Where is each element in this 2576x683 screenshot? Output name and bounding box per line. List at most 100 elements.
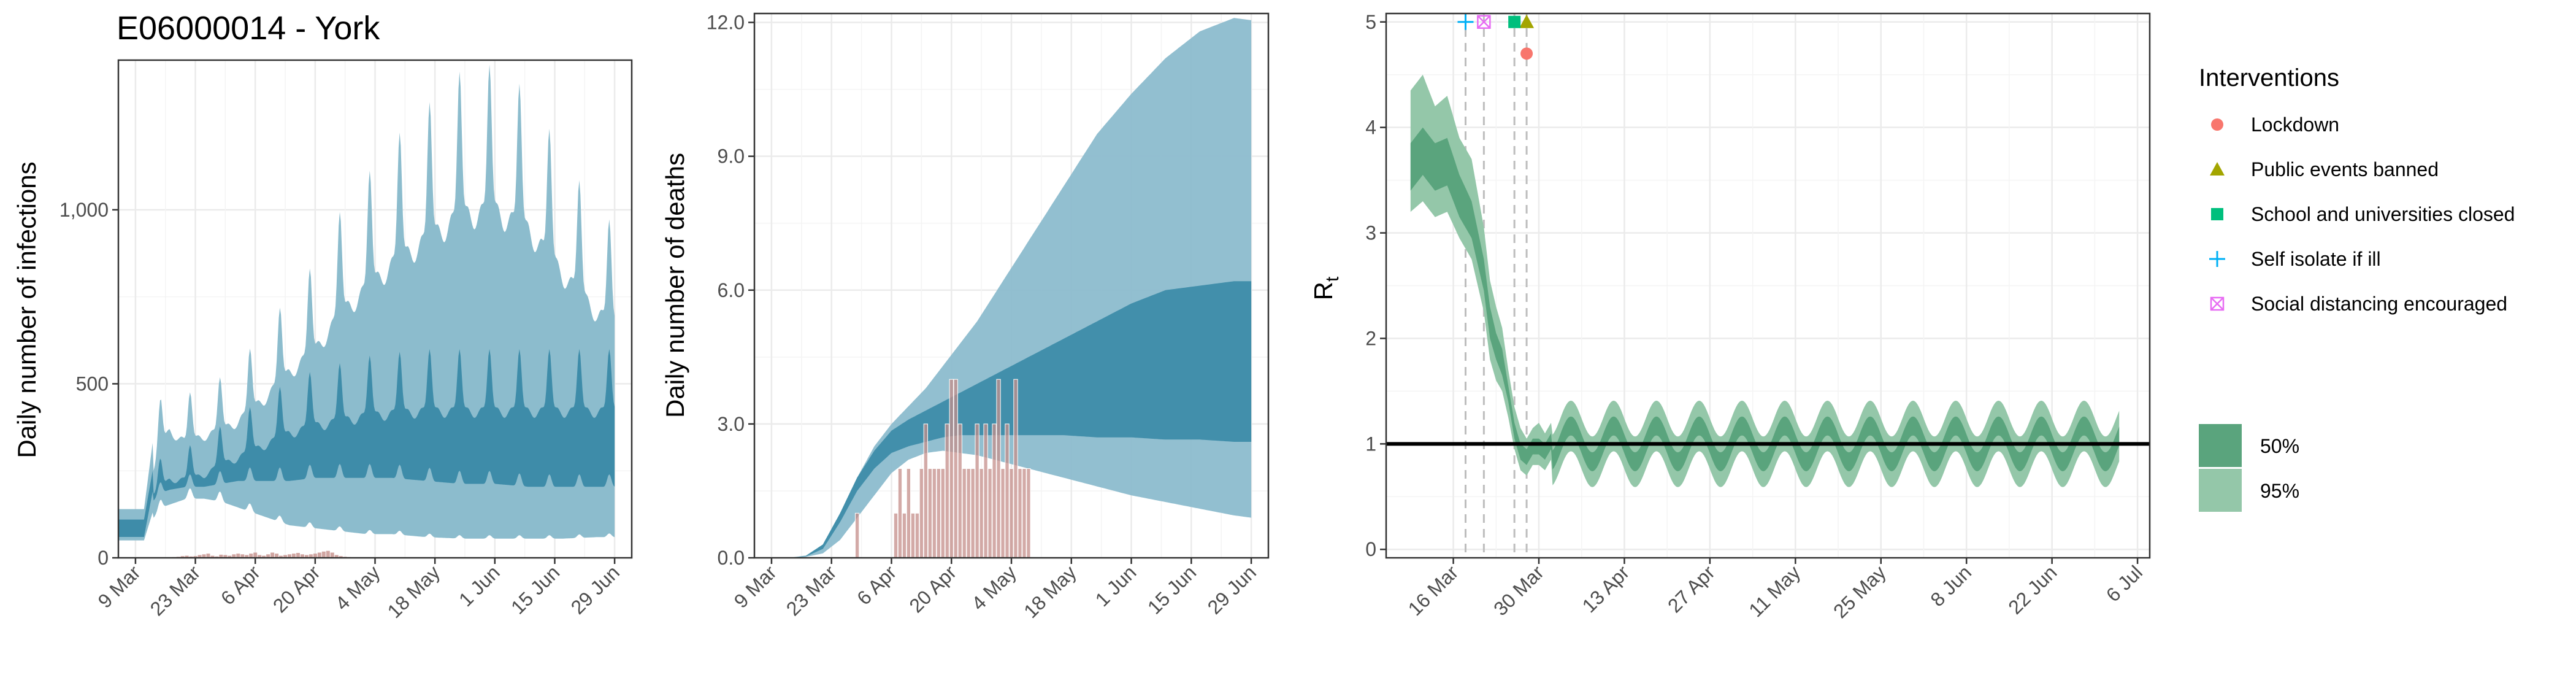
observed-infections-bar bbox=[313, 554, 317, 558]
observed-infections-bar bbox=[232, 554, 236, 558]
x-tick-label: 27 Apr bbox=[1663, 561, 1719, 617]
x-tick-label: 16 Mar bbox=[1404, 561, 1463, 620]
observed-deaths-bar bbox=[923, 423, 928, 558]
infections-bands bbox=[118, 64, 615, 541]
observed-deaths-bar bbox=[983, 423, 988, 558]
x-tick-label: 29 Jun bbox=[1203, 561, 1260, 618]
x-tick-label: 22 Jun bbox=[2004, 561, 2061, 618]
observed-infections-bar bbox=[236, 554, 240, 558]
observed-infections-bar bbox=[258, 555, 262, 558]
observed-infections-bar bbox=[206, 554, 210, 558]
observed-deaths-bar bbox=[914, 512, 920, 558]
legend-ci-swatch bbox=[2199, 424, 2242, 467]
x-tick-label: 4 May bbox=[331, 561, 384, 614]
y-tick-label: 9.0 bbox=[718, 145, 745, 168]
y-tick-label: 500 bbox=[76, 372, 109, 395]
observed-infections-bar bbox=[270, 552, 275, 558]
observed-deaths-bar bbox=[979, 468, 984, 558]
legend-ci-label: 95% bbox=[2260, 480, 2299, 502]
observed-infections-bar bbox=[223, 555, 228, 558]
y-tick-label: 1 bbox=[1365, 433, 1376, 455]
observed-infections-bar bbox=[317, 552, 321, 558]
observed-infections-bar bbox=[228, 555, 232, 558]
observed-infections-bar bbox=[339, 556, 343, 558]
y-tick-label: 1,000 bbox=[59, 199, 109, 221]
rt-panel: 0 1 2 3 4 5 16 Mar 30 Mar 13 Apr 27 Apr 11 May 25 … bbox=[1309, 11, 2151, 622]
infections-panel: E06000014 - York 0 500 1,000 9 Mar 23 Mar 6 … bbox=[12, 10, 633, 622]
observed-deaths-bar bbox=[966, 468, 971, 558]
x-tick-label: 25 May bbox=[1829, 561, 1890, 622]
y-tick-label: 0 bbox=[1365, 538, 1376, 560]
deaths-panel: 0.0 3.0 6.0 9.0 12.0 9 Mar 23 Mar 6 Apr 20 Apr 4… bbox=[661, 12, 1270, 622]
legend-key-triangle bbox=[2210, 162, 2225, 176]
deaths-bands bbox=[788, 18, 1252, 558]
observed-deaths-bar bbox=[919, 468, 924, 558]
observed-deaths-bar bbox=[987, 468, 992, 558]
observed-deaths-bar bbox=[945, 423, 949, 558]
deaths-y-axis-title: Daily number of deaths bbox=[661, 153, 689, 418]
legend-ci: 50% 95% bbox=[2199, 424, 2299, 512]
rt-ci-band-50 bbox=[1410, 127, 2120, 471]
observed-deaths-bar bbox=[1013, 379, 1018, 558]
observed-infections-bar bbox=[240, 554, 245, 558]
x-tick-label: 23 Mar bbox=[146, 561, 205, 620]
y-tick-label: 5 bbox=[1365, 11, 1376, 33]
observed-deaths-bar bbox=[932, 468, 937, 558]
legend-ci-label: 50% bbox=[2260, 435, 2299, 457]
y-tick-label: 2 bbox=[1365, 327, 1376, 349]
observed-infections-bar bbox=[266, 554, 270, 558]
observed-deaths-bar bbox=[975, 423, 979, 558]
observed-infections-bar bbox=[326, 550, 330, 558]
x-tick-label: 23 Mar bbox=[782, 561, 841, 620]
observed-deaths-bar bbox=[1000, 468, 1005, 558]
observed-deaths-bar bbox=[893, 512, 899, 558]
x-tick-label: 18 May bbox=[1019, 561, 1081, 622]
observed-infections-bar bbox=[210, 555, 215, 558]
rt-intervention-markers bbox=[1457, 14, 1535, 60]
legend-label: Self isolate if ill bbox=[2251, 248, 2381, 270]
observed-infections-bar bbox=[193, 556, 197, 558]
observed-deaths-bar bbox=[897, 468, 903, 558]
rt-y-ticks: 0 1 2 3 4 5 bbox=[1365, 11, 1386, 560]
observed-infections-bar bbox=[321, 551, 326, 558]
rt-y-axis-title: Rt bbox=[1309, 276, 1343, 300]
deaths-y-ticks: 0.0 3.0 6.0 9.0 12.0 bbox=[707, 12, 754, 569]
observed-deaths-bar bbox=[953, 379, 958, 558]
x-tick-label: 1 Jun bbox=[454, 561, 504, 611]
legend-label: Public events banned bbox=[2251, 158, 2439, 180]
legend-key-boxed-x bbox=[2210, 296, 2225, 311]
x-tick-label: 11 May bbox=[1744, 561, 1804, 621]
observed-deaths-bar bbox=[1026, 468, 1031, 558]
deaths-ci-band-50 bbox=[788, 281, 1252, 558]
legend-ci-swatch bbox=[2199, 469, 2242, 512]
observed-deaths-bar bbox=[1018, 468, 1022, 558]
x-tick-label: 4 May bbox=[967, 561, 1021, 614]
rt-y-axis-title-sub: t bbox=[1322, 276, 1343, 282]
intervention-marker-public_events bbox=[1519, 14, 1535, 28]
legend-interventions: Lockdown Public events banned School and u… bbox=[2209, 114, 2515, 315]
x-tick-label: 30 Mar bbox=[1489, 561, 1548, 620]
intervention-marker-social_distancing bbox=[1477, 15, 1491, 29]
x-tick-label: 6 Apr bbox=[217, 561, 265, 609]
intervention-marker-schools bbox=[1508, 15, 1521, 28]
legend: Interventions Lockdown Public events bann… bbox=[2199, 64, 2515, 512]
x-tick-label: 20 Apr bbox=[905, 561, 960, 617]
legend-key-plus bbox=[2209, 251, 2225, 267]
observed-deaths-bar bbox=[906, 468, 911, 558]
observed-deaths-bar bbox=[970, 468, 975, 558]
y-tick-label: 3.0 bbox=[718, 413, 745, 435]
infections-y-ticks: 0 500 1,000 bbox=[59, 199, 118, 569]
x-tick-label: 8 Jun bbox=[1926, 561, 1976, 611]
observed-infections-bar bbox=[296, 553, 300, 558]
x-tick-label: 20 Apr bbox=[269, 561, 324, 617]
infections-y-axis-title: Daily number of infections bbox=[12, 161, 41, 458]
observed-deaths-bar bbox=[962, 468, 967, 558]
legend-key-circle bbox=[2211, 118, 2223, 131]
observed-infections-bar bbox=[291, 554, 296, 558]
observed-infections-bar bbox=[304, 555, 309, 558]
observed-infections-bar bbox=[283, 555, 288, 558]
observed-infections-bar bbox=[309, 554, 313, 558]
y-tick-label: 0 bbox=[98, 547, 109, 569]
observed-deaths-bar bbox=[1009, 468, 1014, 558]
